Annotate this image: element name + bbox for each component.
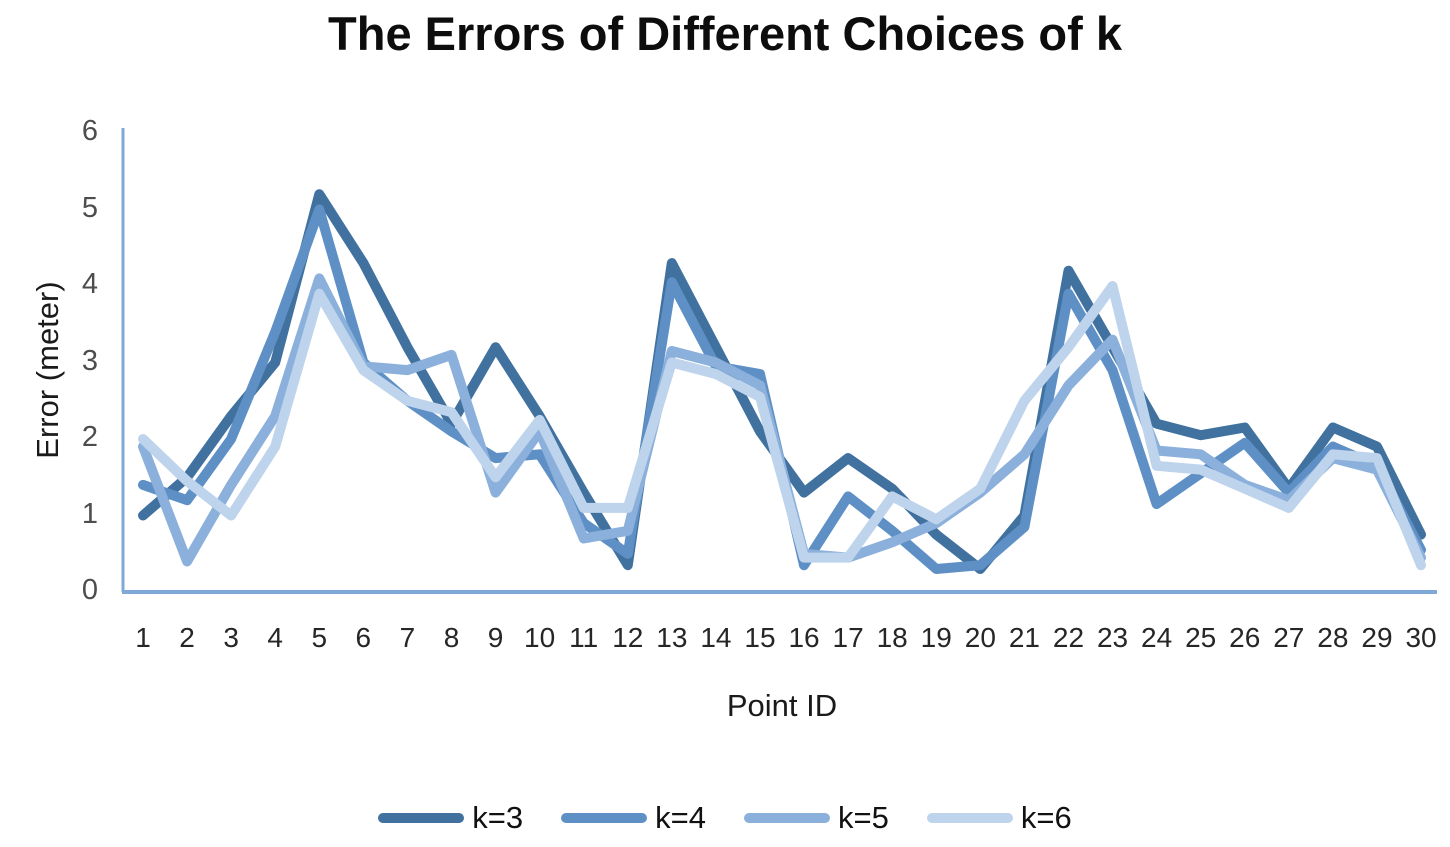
x-tick-label-3: 3: [223, 622, 239, 653]
y-tick-label-4: 4: [81, 268, 98, 300]
x-tick-label-6: 6: [355, 622, 372, 653]
x-tick-label-12: 12: [612, 622, 644, 653]
series-line-k4: [138, 204, 1426, 574]
legend-label: k=6: [1020, 800, 1072, 835]
x-tick-label-7: 7: [399, 622, 416, 653]
y-tick-label-3: 3: [81, 344, 98, 377]
x-tick-label-24: 24: [1141, 622, 1173, 653]
x-tick-label-14: 14: [700, 622, 732, 653]
x-tick-label-10: 10: [524, 622, 556, 653]
y-axis-title: Error (meter): [30, 281, 65, 459]
legend-item-k3: k=3: [378, 800, 523, 836]
x-tick-label-2: 2: [179, 622, 195, 653]
chart-title: The Errors of Different Choices of k: [328, 7, 1122, 60]
x-tick-label-30: 30: [1405, 622, 1437, 653]
series-line-k6: [138, 281, 1426, 571]
x-tick-label-4: 4: [267, 622, 283, 653]
x-tick-label-18: 18: [876, 622, 908, 653]
x-tick-label-21: 21: [1008, 622, 1040, 653]
x-tick-label-23: 23: [1096, 622, 1129, 653]
legend-item-k6: k=6: [926, 800, 1072, 836]
y-tick-label-0: 0: [81, 574, 98, 606]
x-tick-label-27: 27: [1273, 622, 1305, 653]
legend-item-k4: k=4: [561, 800, 706, 836]
x-tick-label-17: 17: [832, 622, 864, 653]
legend-item-k5: k=5: [744, 800, 889, 836]
y-tick-label-2: 2: [81, 421, 98, 453]
x-tick-label-19: 19: [920, 622, 952, 653]
x-tick-label-29: 29: [1361, 622, 1393, 653]
legend-label: k=4: [655, 800, 706, 835]
y-tick-label-5: 5: [81, 191, 98, 224]
legend-label: k=3: [472, 800, 524, 835]
x-tick-label-11: 11: [569, 622, 599, 653]
x-tick-label-8: 8: [443, 622, 460, 653]
x-tick-label-20: 20: [964, 622, 996, 653]
legend-swatch-icon: [744, 813, 830, 823]
x-axis-title: Point ID: [726, 688, 838, 723]
chart-legend: k=3 k=4 k=5 k=6: [0, 800, 1450, 836]
x-tick-label-1: 1: [135, 622, 151, 653]
legend-swatch-icon: [926, 813, 1013, 823]
legend-swatch-icon: [378, 813, 465, 823]
x-tick-label-16: 16: [788, 622, 820, 653]
legend-label: k=5: [838, 800, 889, 835]
x-tick-label-5: 5: [311, 622, 328, 653]
x-tick-label-26: 26: [1229, 622, 1261, 653]
x-tick-label-9: 9: [487, 622, 504, 653]
x-tick-label-22: 22: [1052, 622, 1085, 653]
y-tick-label-1: 1: [81, 497, 98, 530]
x-tick-label-13: 13: [656, 622, 688, 653]
x-tick-label-15: 15: [744, 622, 776, 653]
y-tick-label-6: 6: [81, 115, 98, 147]
x-tick-label-25: 25: [1185, 622, 1217, 653]
x-tick-label-28: 28: [1317, 622, 1349, 653]
legend-swatch-icon: [561, 813, 648, 823]
